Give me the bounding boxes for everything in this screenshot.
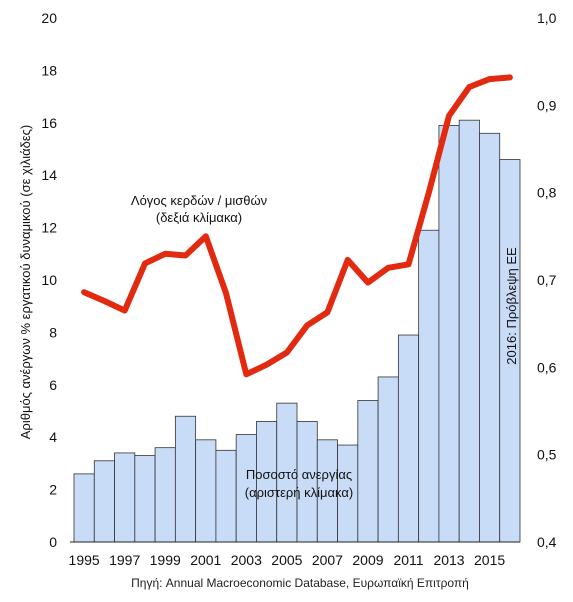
left-tick-label: 4 [49, 429, 57, 445]
right-tick-label: 0,7 [537, 272, 557, 288]
x-tick-label: 2005 [271, 552, 302, 568]
source-note: Πηγή: Annual Macroeconomic Database, Ευρ… [131, 576, 469, 590]
x-ticks-group: 1995 1997 1999 2001 2003 2005 2007 2009 2011 2013… [69, 552, 506, 568]
left-tick-label: 0 [49, 534, 57, 550]
bar-2012 [418, 229, 440, 543]
bar-2001 [195, 439, 217, 543]
bar-annotation-title: Ποσοστό ανεργίας [246, 467, 352, 482]
left-tick-label: 20 [41, 10, 57, 26]
x-tick-label: 2015 [474, 552, 505, 568]
x-tick-label: 1995 [69, 552, 100, 568]
left-tick-label: 18 [41, 62, 57, 78]
left-tick-label: 6 [49, 377, 57, 393]
x-tick-label: 2013 [433, 552, 464, 568]
bar-1995 [73, 473, 95, 543]
left-tick-label: 16 [41, 115, 57, 131]
x-tick-label: 2001 [190, 552, 221, 568]
line-group [81, 74, 513, 378]
line-annotation-title: Λόγος κερδών / μισθών [131, 193, 267, 208]
left-tick-label: 14 [41, 167, 57, 183]
profit-wage-ratio-line [81, 74, 513, 378]
left-tick-label: 10 [41, 272, 57, 288]
x-tick-label: 1997 [109, 552, 140, 568]
bar-2011 [397, 334, 420, 543]
bar-annotation-scale: (αριστερή κλίμακα) [245, 485, 353, 500]
bar-1998 [134, 455, 156, 543]
right-tick-label: 0,5 [537, 447, 557, 463]
bar-2002 [215, 449, 237, 543]
forecast-note: 2016: Πρόβλεψη ΕΕ [504, 247, 519, 365]
left-tick-label: 8 [49, 324, 57, 340]
bar-2014 [458, 119, 480, 543]
bar-1999 [154, 447, 176, 543]
left-ticks-group: 0 2 4 6 8 10 12 14 16 18 20 [41, 10, 57, 550]
x-tick-label: 2009 [352, 552, 383, 568]
bar-2015 [479, 132, 501, 543]
x-tick-label: 2007 [312, 552, 343, 568]
bar-2013 [438, 125, 460, 543]
right-tick-label: 0,8 [537, 185, 557, 201]
right-tick-label: 0,4 [537, 534, 557, 550]
bars-group [73, 119, 521, 543]
right-ticks-group: 0,4 0,5 0,6 0,7 0,8 0,9 1,0 [537, 10, 557, 550]
x-tick-label: 2011 [393, 552, 423, 568]
bar-1997 [114, 452, 136, 543]
left-tick-label: 2 [49, 482, 57, 498]
left-tick-label: 12 [41, 220, 57, 236]
x-tick-label: 2003 [231, 552, 262, 568]
bar-1996 [93, 460, 115, 543]
bar-2010 [377, 376, 399, 543]
bar-2009 [357, 400, 379, 543]
right-tick-label: 0,6 [537, 359, 557, 375]
x-tick-label: 1999 [150, 552, 181, 568]
left-axis-title: Αριθμός ανέργων % εργατικού δυναμικού (σ… [18, 125, 33, 439]
right-tick-label: 1,0 [537, 10, 557, 26]
bar-2000 [174, 415, 197, 543]
line-annotation-scale: (δεξιά κλίμακα) [156, 210, 242, 225]
right-tick-label: 0,9 [537, 97, 557, 113]
